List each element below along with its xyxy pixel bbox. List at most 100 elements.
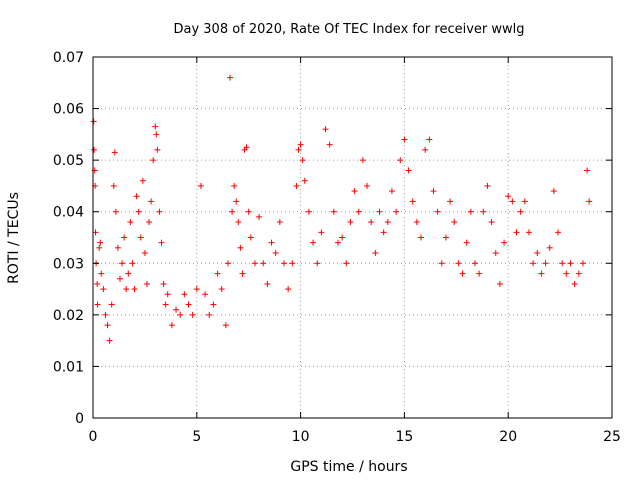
data-point bbox=[442, 234, 449, 241]
data-point bbox=[153, 131, 160, 138]
data-point bbox=[550, 188, 557, 195]
data-point bbox=[222, 322, 229, 329]
data-point bbox=[150, 157, 157, 164]
data-point bbox=[268, 239, 275, 246]
data-point bbox=[108, 301, 115, 308]
data-point bbox=[418, 234, 425, 241]
data-point bbox=[110, 182, 117, 189]
data-point bbox=[476, 270, 483, 277]
data-point bbox=[372, 249, 379, 256]
data-point bbox=[119, 260, 126, 267]
data-point bbox=[139, 177, 146, 184]
data-point bbox=[91, 146, 98, 153]
data-point bbox=[496, 280, 503, 287]
data-point bbox=[542, 260, 549, 267]
y-axis-ticks: 0 0.01 0.02 0.03 0.04 0.05 0.06 0.07 bbox=[53, 50, 612, 427]
y-tick-label: 0.05 bbox=[53, 153, 84, 169]
data-point bbox=[131, 286, 138, 293]
data-point bbox=[260, 260, 267, 267]
data-point bbox=[173, 306, 180, 313]
data-point bbox=[555, 229, 562, 236]
data-point bbox=[455, 260, 462, 267]
data-point bbox=[330, 208, 337, 215]
data-point bbox=[285, 286, 292, 293]
data-point bbox=[538, 270, 545, 277]
data-point bbox=[224, 260, 231, 267]
data-point bbox=[376, 208, 383, 215]
data-point bbox=[430, 188, 437, 195]
data-point bbox=[525, 229, 532, 236]
data-point bbox=[422, 146, 429, 153]
x-tick-label: 20 bbox=[499, 429, 517, 445]
data-point bbox=[218, 286, 225, 293]
y-axis-label: ROTI / TECUs bbox=[6, 192, 22, 284]
data-point bbox=[509, 198, 516, 205]
y-tick-label: 0.03 bbox=[53, 256, 84, 272]
data-point bbox=[129, 260, 136, 267]
data-point bbox=[160, 280, 167, 287]
data-point bbox=[90, 118, 97, 125]
data-point bbox=[185, 301, 192, 308]
data-point bbox=[559, 260, 566, 267]
data-point bbox=[256, 213, 263, 220]
data-point bbox=[322, 126, 329, 133]
data-point bbox=[505, 193, 512, 200]
data-point bbox=[343, 260, 350, 267]
data-point bbox=[127, 219, 134, 226]
y-tick-label: 0.01 bbox=[53, 359, 84, 375]
y-tick-label: 0.04 bbox=[53, 205, 84, 221]
data-point bbox=[168, 322, 175, 329]
data-point bbox=[501, 239, 508, 246]
data-point bbox=[471, 260, 478, 267]
x-tick-label: 0 bbox=[89, 429, 98, 445]
data-point bbox=[116, 275, 123, 282]
data-point bbox=[480, 208, 487, 215]
data-point bbox=[530, 260, 537, 267]
data-point bbox=[193, 286, 200, 293]
data-point bbox=[158, 239, 165, 246]
data-point bbox=[231, 182, 238, 189]
data-point bbox=[368, 219, 375, 226]
data-point bbox=[276, 219, 283, 226]
data-point bbox=[299, 157, 306, 164]
data-point bbox=[579, 260, 586, 267]
data-point bbox=[197, 182, 204, 189]
y-tick-label: 0.07 bbox=[53, 50, 84, 66]
x-tick-label: 25 bbox=[603, 429, 621, 445]
data-point bbox=[467, 208, 474, 215]
data-point bbox=[133, 193, 140, 200]
plot-frame bbox=[92, 56, 613, 419]
x-tick-label: 5 bbox=[192, 429, 201, 445]
data-point bbox=[214, 270, 221, 277]
data-point bbox=[135, 208, 142, 215]
data-point bbox=[513, 229, 520, 236]
data-point bbox=[575, 270, 582, 277]
data-point bbox=[459, 270, 466, 277]
data-point bbox=[314, 260, 321, 267]
data-point bbox=[239, 270, 246, 277]
data-point bbox=[364, 182, 371, 189]
x-tick-label: 15 bbox=[395, 429, 413, 445]
data-point bbox=[463, 239, 470, 246]
data-point bbox=[247, 234, 254, 241]
data-point bbox=[229, 208, 236, 215]
data-points bbox=[90, 74, 593, 344]
y-tick-label: 0.02 bbox=[53, 308, 84, 324]
data-point bbox=[295, 146, 302, 153]
data-point bbox=[521, 198, 528, 205]
data-point bbox=[534, 249, 541, 256]
data-point bbox=[94, 280, 101, 287]
data-point bbox=[563, 270, 570, 277]
x-tick-label: 10 bbox=[292, 429, 310, 445]
data-point bbox=[106, 337, 113, 344]
data-point bbox=[146, 219, 153, 226]
grid-lines bbox=[93, 57, 612, 418]
data-point bbox=[334, 239, 341, 246]
data-point bbox=[280, 260, 287, 267]
data-point bbox=[571, 280, 578, 287]
x-axis-ticks: 0 5 10 15 20 25 bbox=[89, 57, 621, 445]
data-point bbox=[148, 198, 155, 205]
data-point bbox=[305, 208, 312, 215]
data-point bbox=[210, 301, 217, 308]
